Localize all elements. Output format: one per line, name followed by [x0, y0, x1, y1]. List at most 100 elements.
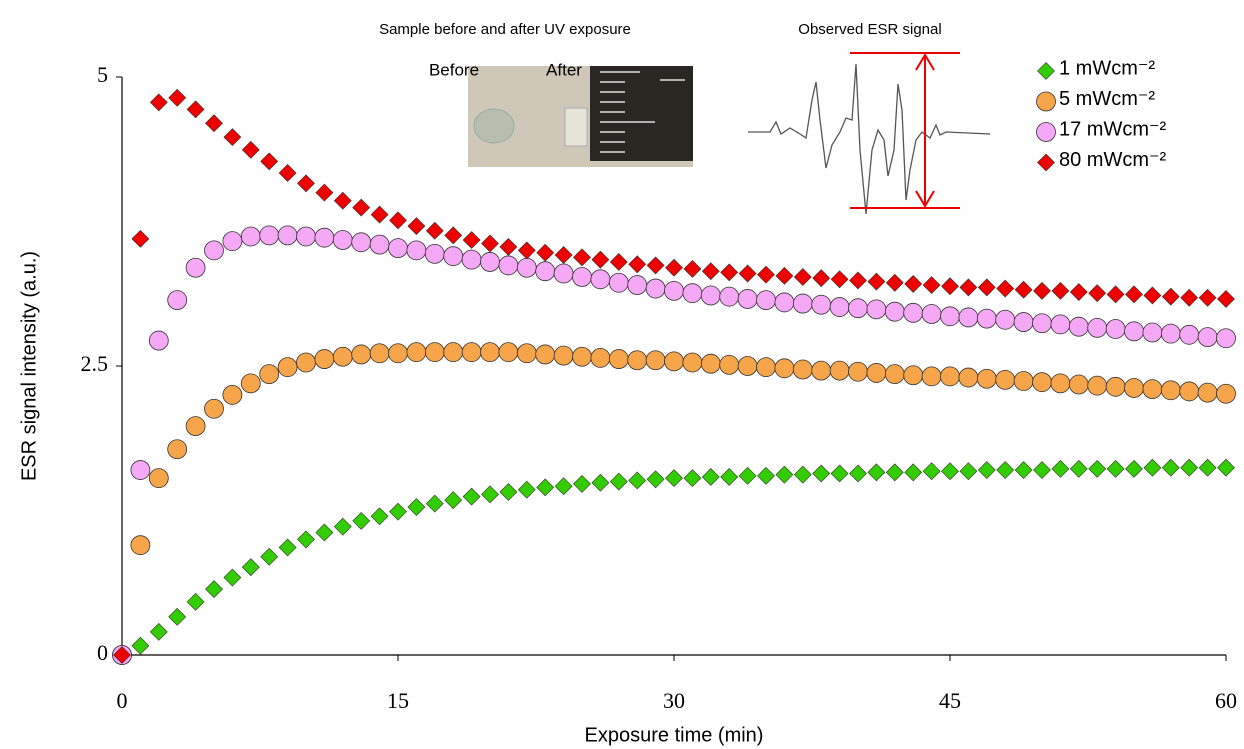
data-point [682, 283, 703, 304]
data-point [757, 265, 775, 284]
data-point [332, 346, 353, 367]
data-point [645, 278, 666, 299]
y-tick-label: 0 [97, 640, 108, 665]
data-point [756, 357, 776, 378]
data-point [315, 183, 334, 202]
data-point [829, 360, 850, 381]
data-point [1179, 324, 1200, 345]
data-point [461, 342, 482, 363]
data-point [424, 342, 445, 363]
data-point [1143, 286, 1162, 305]
data-point [498, 255, 519, 276]
data-point [1125, 459, 1143, 478]
data-point [498, 342, 519, 363]
data-point [1197, 382, 1218, 403]
x-tick-label: 45 [939, 688, 961, 713]
data-point [223, 568, 242, 587]
data-point [903, 365, 924, 386]
x-tick-label: 30 [663, 688, 685, 713]
data-point [700, 353, 721, 374]
data-point [259, 225, 280, 246]
data-point [185, 257, 206, 278]
data-point [1088, 284, 1107, 303]
data-point [1198, 288, 1217, 307]
data-point [775, 266, 794, 285]
x-tick-label: 15 [387, 688, 409, 713]
data-point [627, 275, 648, 295]
legend-marker [1036, 122, 1056, 142]
data-point [793, 465, 812, 484]
data-point [315, 523, 334, 542]
data-point [958, 307, 979, 328]
data-point [627, 350, 648, 371]
data-point [314, 227, 335, 248]
data-point [1142, 379, 1163, 400]
data-point [775, 465, 794, 484]
data-point [389, 211, 407, 230]
data-point [130, 460, 151, 480]
data-point [554, 477, 573, 496]
data-point [830, 464, 849, 483]
data-point [867, 463, 886, 482]
data-point [204, 240, 224, 261]
data-point [149, 622, 168, 641]
data-point [516, 257, 537, 278]
data-point [1069, 283, 1088, 301]
data-point [774, 292, 795, 313]
data-point [848, 361, 868, 382]
data-point [1216, 328, 1236, 349]
data-point [296, 352, 316, 373]
data-point [1013, 312, 1034, 332]
data-point [628, 255, 647, 274]
data-point [608, 272, 629, 293]
data-point [866, 299, 887, 320]
data-point [664, 280, 684, 301]
data-point [756, 290, 776, 311]
data-point [351, 232, 372, 253]
data-point [1051, 281, 1070, 300]
data-point [1216, 383, 1236, 404]
data-point [536, 243, 555, 262]
data-point [149, 93, 168, 112]
data-point [240, 226, 261, 247]
data-point [443, 246, 464, 267]
data-point [941, 277, 959, 296]
data-point [1088, 459, 1107, 478]
data-point [940, 366, 960, 387]
data-point [314, 349, 335, 369]
data-point [848, 298, 868, 319]
data-point [849, 464, 867, 483]
data-point [516, 343, 537, 364]
data-point [1161, 287, 1180, 306]
data-point [737, 356, 758, 376]
inset-label: Before [429, 60, 479, 79]
data-point [535, 261, 556, 282]
data-point [167, 439, 188, 460]
data-point [517, 480, 536, 499]
data-point [1087, 317, 1108, 338]
data-point [148, 468, 169, 489]
data-point [1033, 461, 1051, 479]
data-point [830, 270, 849, 289]
inset-title: Sample before and after UV exposure [379, 21, 631, 38]
data-point [811, 360, 832, 381]
data-point [573, 248, 591, 267]
data-point [222, 384, 243, 405]
data-point [370, 507, 389, 526]
data-point [462, 487, 481, 506]
data-point [683, 259, 702, 278]
data-point [793, 268, 812, 286]
data-point [444, 491, 463, 510]
data-point [369, 343, 390, 364]
data-point [1217, 458, 1235, 477]
data-point [259, 364, 280, 384]
data-point [1124, 378, 1144, 398]
data-point [719, 354, 740, 375]
data-point [904, 463, 923, 482]
data-point [996, 279, 1015, 298]
esr-inset [748, 52, 991, 215]
data-point [959, 462, 978, 481]
data-point [866, 363, 887, 383]
data-point [1051, 459, 1070, 478]
